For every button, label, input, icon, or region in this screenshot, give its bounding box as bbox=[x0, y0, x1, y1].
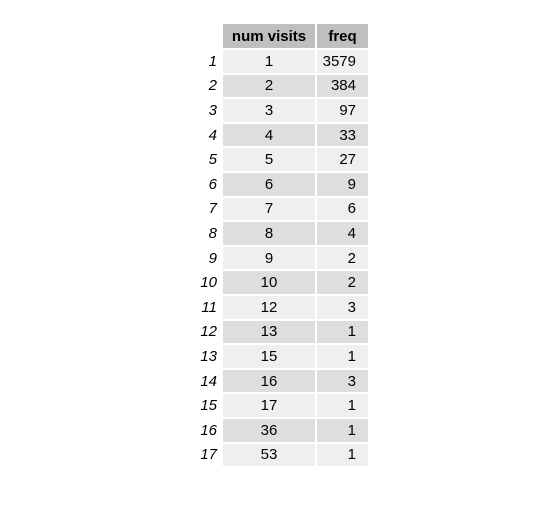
cell-num-visits: 5 bbox=[223, 148, 317, 173]
cell-num-visits: 12 bbox=[223, 295, 317, 321]
cell-num-visits: 53 bbox=[223, 443, 317, 469]
row-index: 13 bbox=[192, 345, 223, 370]
table-row: 15 17 1 bbox=[192, 394, 368, 419]
cell-num-visits: 7 bbox=[223, 197, 317, 223]
cell-freq: 33 bbox=[317, 123, 368, 149]
table-row: 11 12 3 bbox=[192, 295, 368, 321]
cell-freq: 4 bbox=[317, 222, 368, 247]
row-index: 12 bbox=[192, 320, 223, 346]
row-index: 6 bbox=[192, 172, 223, 198]
table-row: 10 10 2 bbox=[192, 271, 368, 296]
table-row: 12 13 1 bbox=[192, 320, 368, 346]
cell-freq: 27 bbox=[317, 148, 368, 173]
cell-num-visits: 13 bbox=[223, 320, 317, 346]
row-index: 2 bbox=[192, 74, 223, 100]
cell-freq: 97 bbox=[317, 99, 368, 124]
cell-freq: 1 bbox=[317, 320, 368, 346]
cell-freq: 3579 bbox=[317, 50, 368, 75]
cell-freq: 6 bbox=[317, 197, 368, 223]
cell-num-visits: 2 bbox=[223, 74, 317, 100]
row-index: 8 bbox=[192, 222, 223, 247]
cell-freq: 2 bbox=[317, 246, 368, 272]
cell-num-visits: 4 bbox=[223, 123, 317, 149]
cell-num-visits: 16 bbox=[223, 369, 317, 395]
cell-num-visits: 15 bbox=[223, 345, 317, 370]
table-row: 17 53 1 bbox=[192, 443, 368, 469]
table-row: 5 5 27 bbox=[192, 148, 368, 173]
table-row: 13 15 1 bbox=[192, 345, 368, 370]
table-row: 2 2 384 bbox=[192, 74, 368, 100]
cell-freq: 3 bbox=[317, 295, 368, 321]
row-index: 9 bbox=[192, 246, 223, 272]
table-row: 3 3 97 bbox=[192, 99, 368, 124]
row-index-header bbox=[192, 24, 223, 50]
column-header-freq: freq bbox=[317, 24, 368, 50]
cell-freq: 384 bbox=[317, 74, 368, 100]
row-index: 11 bbox=[192, 295, 223, 321]
row-index: 5 bbox=[192, 148, 223, 173]
table-row: 4 4 33 bbox=[192, 123, 368, 149]
cell-num-visits: 36 bbox=[223, 418, 317, 444]
table-header-row: num visits freq bbox=[192, 24, 368, 50]
cell-freq: 3 bbox=[317, 369, 368, 395]
cell-freq: 1 bbox=[317, 443, 368, 469]
table-row: 1 1 3579 bbox=[192, 50, 368, 75]
row-index: 14 bbox=[192, 369, 223, 395]
table-row: 16 36 1 bbox=[192, 418, 368, 444]
table-body: 1 1 3579 2 2 384 3 3 97 4 4 33 5 5 27 6 6 9 7 7 6 8 8 4 9 9 2 10 10 2… bbox=[192, 50, 368, 469]
cell-freq: 9 bbox=[317, 172, 368, 198]
cell-num-visits: 3 bbox=[223, 99, 317, 124]
row-index: 17 bbox=[192, 443, 223, 469]
frequency-table: num visits freq 1 1 3579 2 2 384 3 3 97 4 4 33 5 5 27 6… bbox=[192, 24, 368, 469]
row-index: 16 bbox=[192, 418, 223, 444]
row-index: 3 bbox=[192, 99, 223, 124]
column-header-num-visits: num visits bbox=[223, 24, 317, 50]
cell-num-visits: 17 bbox=[223, 394, 317, 419]
cell-freq: 2 bbox=[317, 271, 368, 296]
table-row: 14 16 3 bbox=[192, 369, 368, 395]
cell-freq: 1 bbox=[317, 345, 368, 370]
row-index: 7 bbox=[192, 197, 223, 223]
row-index: 10 bbox=[192, 271, 223, 296]
cell-num-visits: 6 bbox=[223, 172, 317, 198]
row-index: 15 bbox=[192, 394, 223, 419]
cell-num-visits: 10 bbox=[223, 271, 317, 296]
cell-num-visits: 9 bbox=[223, 246, 317, 272]
row-index: 1 bbox=[192, 50, 223, 75]
cell-num-visits: 8 bbox=[223, 222, 317, 247]
cell-freq: 1 bbox=[317, 394, 368, 419]
cell-freq: 1 bbox=[317, 418, 368, 444]
row-index: 4 bbox=[192, 123, 223, 149]
cell-num-visits: 1 bbox=[223, 50, 317, 75]
